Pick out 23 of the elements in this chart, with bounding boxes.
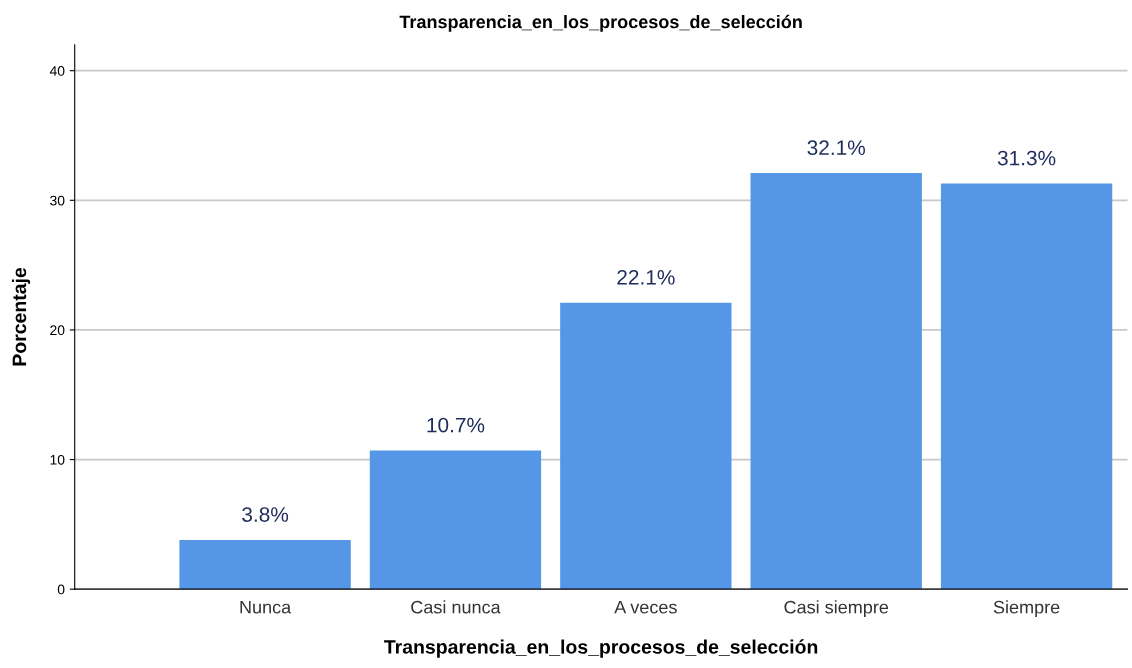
bar (750, 173, 922, 590)
data-label: 22.1% (617, 269, 675, 285)
x-tick-label: Nunca (240, 600, 292, 614)
x-tick-label: Casi siempre (784, 600, 889, 618)
y-tick-label: 10 (50, 454, 65, 465)
x-tick-label: Siempre (993, 600, 1060, 618)
x-tick-label: A veces (614, 600, 677, 614)
data-label: 32.1% (807, 140, 865, 156)
y-axis-title: Porcentaje (11, 267, 31, 366)
bar (940, 183, 1113, 590)
y-tick-label: 30 (50, 195, 65, 206)
chart-title: Transparencia_en_los_procesos_de_selección (399, 14, 802, 32)
y-tick-label: 40 (49, 66, 65, 76)
data-label: 31.3% (997, 150, 1056, 166)
y-tick-label: 0 (57, 584, 65, 595)
bar (179, 539, 351, 590)
x-axis-title: Transparencia_en_los_procesos_de_selección (384, 639, 818, 658)
data-label: 3.8% (242, 507, 289, 522)
data-label: 10.7% (427, 417, 485, 433)
bar (369, 450, 542, 590)
y-tick-label: 20 (50, 325, 65, 336)
x-tick-label: Casi nunca (411, 600, 501, 614)
bar (560, 302, 732, 590)
